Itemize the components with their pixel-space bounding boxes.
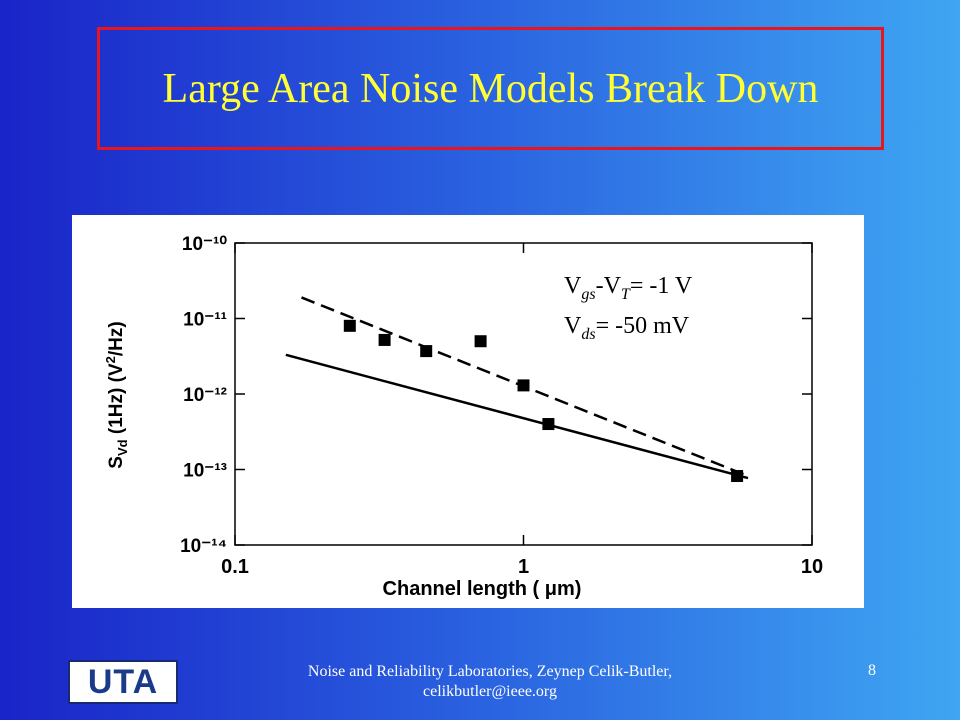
annotation: Vds= -50 mV	[564, 313, 690, 343]
y-tick-label: 10⁻¹³	[183, 461, 227, 482]
annotation-part: = -1 V	[630, 273, 693, 299]
chart-background	[72, 215, 864, 608]
y-label-part: (1Hz) (V	[106, 363, 127, 439]
y-tick-label: 10⁻¹²	[183, 385, 227, 406]
y-tick-label: 10⁻¹¹	[183, 310, 227, 331]
x-tick-label: 10	[801, 556, 823, 578]
x-tick-label: 1	[518, 556, 529, 578]
y-label-part: 2	[103, 356, 118, 363]
page-number: 8	[868, 662, 876, 679]
y-tick-label: 10⁻¹⁰	[182, 234, 227, 255]
y-label-part: S	[106, 456, 127, 469]
logo: UTA	[68, 660, 178, 704]
annotation: Vgs-VT= -1 V	[564, 273, 693, 303]
annotation-part: ds	[581, 326, 595, 343]
data-point	[378, 333, 391, 346]
chart: Channel length ( μm) SVd (1Hz) (V2/Hz) 1…	[72, 215, 864, 608]
footer: Noise and Reliability Laboratories, Zeyn…	[307, 663, 673, 700]
data-point	[343, 319, 356, 332]
series-line	[301, 296, 749, 478]
series-line	[285, 353, 749, 480]
annotation-part: T	[621, 286, 631, 303]
title-box: Large Area Noise Models Break Down	[97, 27, 884, 150]
x-axis-label: Channel length ( μm)	[383, 578, 582, 600]
y-label-part: Vd	[115, 439, 130, 456]
annotation-part: gs	[581, 286, 595, 303]
annotation-part: V	[564, 313, 582, 339]
annotation-part: -V	[596, 273, 622, 299]
logo-text: UTA	[87, 662, 159, 701]
y-tick-label: 10⁻¹⁴	[180, 536, 227, 557]
annotation-part: = -50 mV	[596, 313, 690, 339]
slide-title: Large Area Noise Models Break Down	[162, 65, 819, 112]
y-axis-label: SVd (1Hz) (V2/Hz)	[103, 321, 130, 468]
annotation-part: V	[564, 273, 582, 299]
x-tick-label: 0.1	[221, 556, 249, 578]
data-point	[474, 335, 487, 348]
y-label-part: /Hz)	[106, 321, 127, 356]
